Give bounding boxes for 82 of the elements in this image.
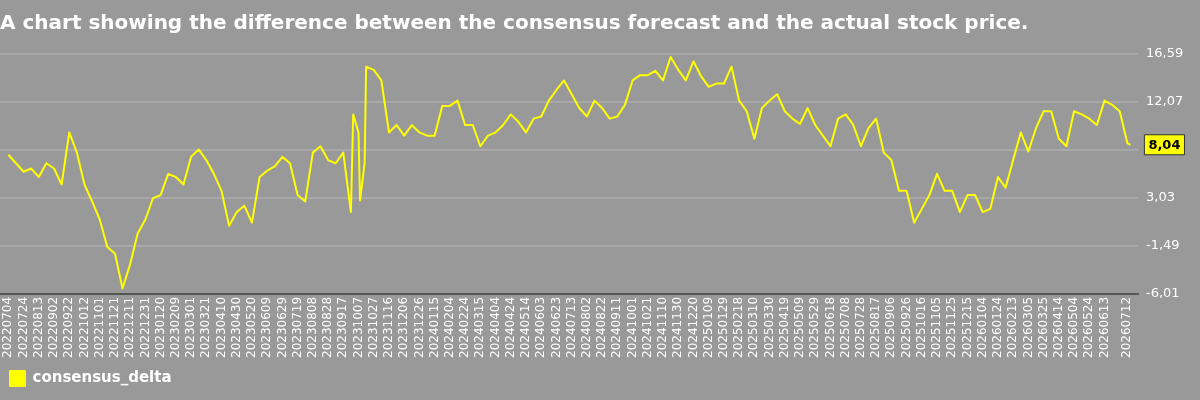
x-tick-label: 20230410 bbox=[213, 296, 228, 358]
x-tick-label: 20221121 bbox=[107, 296, 122, 358]
x-tick-label: 20240204 bbox=[442, 296, 456, 358]
x-tick-label: 20250218 bbox=[731, 296, 746, 358]
x-tick-label: 20231226 bbox=[411, 296, 426, 358]
x-tick-label: 20241001 bbox=[624, 296, 639, 358]
x-tick-label: 20251016 bbox=[913, 296, 928, 358]
x-tick-label: 20260613 bbox=[1096, 296, 1111, 358]
x-tick-label: 20231206 bbox=[396, 296, 411, 358]
x-tick-label: 20250926 bbox=[898, 296, 913, 358]
x-tick-label: 20241130 bbox=[670, 296, 685, 358]
x-tick-label: 20230120 bbox=[152, 296, 167, 358]
x-tick-label: 20231007 bbox=[350, 296, 365, 358]
x-tick-label: 20221231 bbox=[137, 296, 152, 358]
x-tick-label: 20240224 bbox=[457, 296, 472, 358]
chart-title: A chart showing the difference between the consensus forecast and the actual stock price. bbox=[0, 10, 1029, 35]
y-tick-label: 12,07 bbox=[1146, 93, 1184, 109]
x-tick-label: 20230917 bbox=[335, 296, 350, 358]
x-tick-label: 20230719 bbox=[289, 296, 304, 358]
x-tick-label: 20250509 bbox=[792, 296, 807, 358]
x-tick-label: 20241110 bbox=[655, 296, 670, 358]
x-tick-label: 20260213 bbox=[1005, 296, 1020, 358]
y-tick-label: -1,49 bbox=[1146, 237, 1180, 253]
x-tick-label: 20250310 bbox=[746, 296, 761, 358]
x-tick-label: 20221012 bbox=[76, 296, 91, 358]
x-tick-label: 20250109 bbox=[700, 296, 715, 358]
x-tick-label: 20240514 bbox=[518, 296, 533, 358]
x-tick-label: 20230609 bbox=[259, 296, 274, 358]
x-tick-label: 20250529 bbox=[807, 296, 822, 358]
x-tick-label: 20240911 bbox=[609, 296, 624, 358]
x-tick-label: 20230828 bbox=[320, 296, 335, 358]
x-tick-label: 20221211 bbox=[122, 296, 137, 358]
x-tick-label: 20250906 bbox=[883, 296, 898, 358]
x-tick-label: 20260414 bbox=[1050, 296, 1065, 358]
x-tick-label: 20230321 bbox=[198, 296, 213, 358]
x-tick-label: 20240713 bbox=[563, 296, 578, 358]
x-tick-label: 20251125 bbox=[944, 296, 959, 358]
x-tick-label: 20230301 bbox=[183, 296, 198, 358]
y-tick-label: 16,59 bbox=[1146, 45, 1184, 61]
x-tick-label: 20230209 bbox=[167, 296, 182, 358]
x-tick-label: 20240623 bbox=[548, 296, 563, 358]
x-tick-label: 20240115 bbox=[426, 296, 441, 358]
x-tick-label: 20260124 bbox=[990, 296, 1005, 358]
x-tick-label: 20220704 bbox=[0, 296, 15, 358]
x-tick-label: 20221101 bbox=[91, 296, 106, 358]
x-tick-label: 20220724 bbox=[15, 296, 30, 358]
y-tick-label: 3,03 bbox=[1146, 189, 1175, 205]
annotation: 8,04 bbox=[1148, 137, 1181, 153]
x-tick-label: 20240424 bbox=[502, 296, 517, 358]
x-tick-label: 20250817 bbox=[868, 296, 883, 358]
x-tick-label: 20260104 bbox=[974, 296, 989, 358]
x-tick-label: 20260504 bbox=[1066, 296, 1081, 358]
x-tick-label: 20230808 bbox=[304, 296, 319, 358]
x-tick-label: 20240404 bbox=[487, 296, 502, 358]
x-tick-label: 20260305 bbox=[1020, 296, 1035, 358]
x-tick-label: 20241220 bbox=[685, 296, 700, 358]
x-tick-label: 20240603 bbox=[533, 296, 548, 358]
x-tick-label: 20251215 bbox=[959, 296, 974, 358]
x-tick-label: 20251105 bbox=[929, 296, 944, 358]
x-tick-label: 20250618 bbox=[822, 296, 837, 358]
y-tick-label: -6,01 bbox=[1146, 285, 1180, 301]
x-tick-label: 20250419 bbox=[776, 296, 791, 358]
x-tick-label: 20220813 bbox=[30, 296, 45, 358]
x-tick-label: 20230430 bbox=[228, 296, 243, 358]
x-tick-label: 20220922 bbox=[61, 296, 76, 358]
x-tick-label: 20231027 bbox=[365, 296, 380, 358]
x-tick-label: 20240802 bbox=[579, 296, 594, 358]
x-tick-label: 20240315 bbox=[472, 296, 487, 358]
x-tick-label: 20260325 bbox=[1035, 296, 1050, 358]
x-tick-label: 20231116 bbox=[381, 296, 396, 358]
x-tick-label: 20250330 bbox=[761, 296, 776, 358]
x-tick-label: 20260524 bbox=[1081, 296, 1096, 358]
x-tick-label: 20250728 bbox=[853, 296, 868, 358]
x-tick-label: 20220902 bbox=[46, 296, 61, 358]
x-tick-label: 20240822 bbox=[594, 296, 609, 358]
x-tick-label: 20230520 bbox=[244, 296, 259, 358]
x-tick-label: 20260712 bbox=[1118, 296, 1133, 358]
x-tick-label: 20250708 bbox=[837, 296, 852, 358]
x-tick-label: 20230629 bbox=[274, 296, 289, 358]
legend-label: consensus_delta bbox=[32, 368, 172, 387]
x-tick-label: 20241021 bbox=[639, 296, 654, 358]
x-tick-label: 20250129 bbox=[716, 296, 731, 358]
